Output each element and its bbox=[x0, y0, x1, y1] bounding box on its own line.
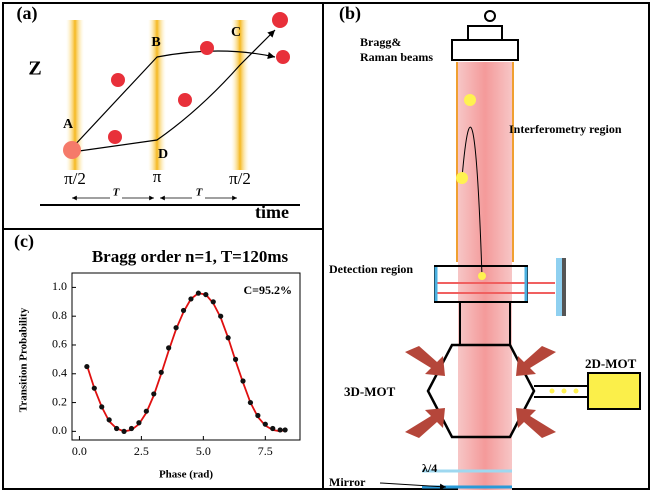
data-point bbox=[144, 409, 149, 414]
mot-label: 3D-MOT bbox=[344, 384, 396, 399]
y-axis-label: Transition Probability bbox=[18, 307, 30, 412]
point-label: A bbox=[63, 117, 74, 132]
panel-b: (b) Bragg& Raman beams Interferometry re… bbox=[329, 3, 640, 490]
pulse-label: π/2 bbox=[229, 169, 251, 188]
data-point bbox=[181, 308, 186, 313]
data-point bbox=[203, 292, 208, 297]
y-tick-label: 1.0 bbox=[52, 279, 67, 293]
pulse-label: π/2 bbox=[64, 169, 86, 188]
beam-label: Raman beams bbox=[360, 50, 433, 64]
data-point bbox=[240, 378, 245, 383]
data-point bbox=[84, 364, 89, 369]
atoms bbox=[550, 389, 579, 394]
mirror-label: Mirror bbox=[329, 475, 366, 489]
data-point bbox=[211, 299, 216, 304]
x-tick-label: 0.0 bbox=[72, 444, 87, 458]
point-label: D bbox=[158, 147, 168, 162]
time-label: time bbox=[255, 202, 289, 222]
panel-c-frame bbox=[3, 229, 323, 489]
region-label: Detection region bbox=[329, 262, 413, 276]
mot2d bbox=[588, 373, 640, 409]
data-point bbox=[270, 426, 275, 431]
waveplate-label: λ/4 bbox=[422, 461, 437, 475]
z-label: Z bbox=[28, 58, 41, 80]
data-point bbox=[248, 400, 253, 405]
fit-line bbox=[87, 293, 285, 431]
panel-label: (c) bbox=[14, 231, 34, 252]
interval-label: T bbox=[196, 187, 204, 199]
data-point bbox=[121, 429, 126, 434]
y-tick-label: 0.6 bbox=[52, 337, 67, 351]
figure: Z time (a) A B C D π/2 π π/2 T T (b) Bra… bbox=[0, 0, 652, 492]
data-point bbox=[166, 345, 171, 350]
data-point bbox=[255, 413, 260, 418]
point-label: B bbox=[151, 35, 160, 50]
panel-a: Z time (a) A B C D π/2 π π/2 T T bbox=[17, 3, 301, 222]
pointer bbox=[380, 483, 446, 487]
data-point bbox=[92, 386, 97, 391]
data-point bbox=[107, 417, 112, 422]
mirror bbox=[562, 258, 566, 316]
x-tick-label: 2.5 bbox=[134, 444, 149, 458]
data-point bbox=[218, 314, 223, 319]
atom bbox=[478, 272, 486, 280]
pulse-beam bbox=[231, 20, 249, 170]
y-tick-label: 0.8 bbox=[52, 308, 67, 322]
data-point bbox=[233, 357, 238, 362]
annotation: C=95.2% bbox=[243, 283, 292, 297]
data-point bbox=[196, 291, 201, 296]
x-axis-label: Phase (rad) bbox=[159, 469, 213, 481]
data-point bbox=[278, 427, 283, 432]
x-tick-label: 7.5 bbox=[258, 444, 273, 458]
atom bbox=[456, 172, 468, 184]
data-point bbox=[188, 296, 193, 301]
pulse-label: π bbox=[153, 167, 162, 186]
y-tick-label: 0.2 bbox=[52, 394, 67, 408]
y-tick-label: 0.0 bbox=[52, 423, 67, 437]
data-point bbox=[173, 325, 178, 330]
data-point bbox=[159, 370, 164, 375]
atom-clouds bbox=[63, 12, 290, 159]
data-point bbox=[283, 427, 288, 432]
data-point bbox=[263, 422, 268, 427]
optics bbox=[452, 40, 518, 60]
mot-label: 2D-MOT bbox=[585, 356, 637, 371]
fiber bbox=[485, 11, 495, 21]
data-point bbox=[114, 426, 119, 431]
region-label: Interferometry region bbox=[509, 122, 622, 136]
x-tick-label: 5.0 bbox=[196, 444, 211, 458]
data-point bbox=[226, 335, 231, 340]
data-point bbox=[151, 391, 156, 396]
panel-label: (b) bbox=[339, 3, 361, 24]
data-point bbox=[136, 420, 141, 425]
chart-title: Bragg order n=1, T=120ms bbox=[92, 247, 289, 266]
beam-label: Bragg& bbox=[360, 35, 401, 49]
optics bbox=[468, 26, 502, 40]
interval-label: T bbox=[113, 187, 121, 199]
data-point bbox=[129, 426, 134, 431]
atom bbox=[464, 94, 476, 106]
panel-label: (a) bbox=[17, 3, 38, 24]
point-label: C bbox=[231, 25, 241, 40]
data-point bbox=[99, 404, 104, 409]
mirror bbox=[556, 258, 562, 316]
y-tick-label: 0.4 bbox=[52, 366, 67, 380]
